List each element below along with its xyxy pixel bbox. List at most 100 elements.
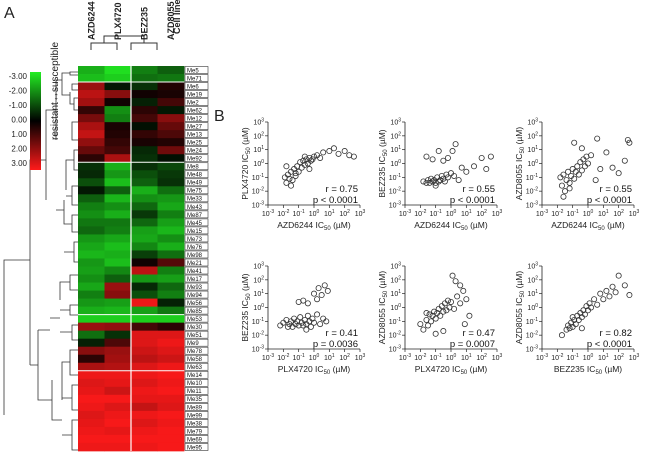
heatmap-cell-Me69-BEZ235 xyxy=(131,434,158,444)
data-point xyxy=(478,154,485,161)
data-point xyxy=(277,322,284,329)
panel-a-label: A xyxy=(4,5,15,22)
cell-line-box xyxy=(184,210,209,219)
data-point xyxy=(314,152,321,159)
cell-line-label: Me14 xyxy=(187,373,203,379)
correlation-r: r = 0.55 xyxy=(463,184,495,195)
heatmap-cell-Me19-AZD6244 xyxy=(78,90,105,99)
data-point xyxy=(580,307,587,314)
cell-line-box xyxy=(184,378,209,387)
heatmap-cell-Me45-PLX4720 xyxy=(104,218,132,227)
data-point xyxy=(565,168,572,175)
heatmap-cell-Me9-BEZ235 xyxy=(131,338,158,348)
heatmap-cell-Me79-BEZ235 xyxy=(131,426,158,436)
heatmap xyxy=(78,66,185,452)
y-tick-label: 100 xyxy=(527,303,538,312)
heatmap-cell-Me2-AZD8055 xyxy=(157,98,185,107)
data-point xyxy=(588,152,595,159)
cell-line-box xyxy=(184,250,209,259)
y-tick-label: 102 xyxy=(253,275,264,284)
p-value: p < 0.0001 xyxy=(313,195,358,206)
heatmap-cell-Me11-PLX4720 xyxy=(104,386,132,396)
legend-tick-label: 1.00 xyxy=(11,130,27,139)
heatmap-cell-Me51-AZD8055 xyxy=(157,330,185,340)
y-tick-label: 10-2 xyxy=(389,187,401,196)
data-point xyxy=(335,150,342,157)
scatter-panel-3: 10-3 10-2 10-1 100 101 102 10310-310-210-11001… xyxy=(514,118,640,233)
correlation-r: r = 0.55 xyxy=(600,184,632,195)
cell-line-box xyxy=(184,354,209,363)
heatmap-cell-Me92-AZD8055 xyxy=(157,154,185,163)
heatmap-cell-Me25-BEZ235 xyxy=(131,138,158,147)
y-tick-label: 103 xyxy=(527,118,538,127)
cell-line-box xyxy=(184,74,209,82)
heatmap-cell-Me99-PLX4720 xyxy=(104,410,132,420)
heatmap-cell-Me94-PLX4720 xyxy=(104,290,132,299)
heatmap-cell-Me78-PLX4720 xyxy=(104,346,132,356)
cell-line-label: Me45 xyxy=(187,221,203,227)
x-axis-label: AZD6244 IC50 (µM) xyxy=(551,220,625,232)
heatmap-cell-Me69-AZD6244 xyxy=(78,434,105,444)
column-dendrogram xyxy=(90,35,158,50)
data-point xyxy=(455,177,462,184)
cell-line-box xyxy=(184,403,209,411)
scatter-panel-1: 10-3 10-2 10-1 100 101 102 10310-310-210-11001… xyxy=(240,118,366,233)
data-point xyxy=(444,154,451,161)
data-point xyxy=(310,153,317,160)
cell-line-label: Me56 xyxy=(187,301,203,307)
cell-line-label: Me78 xyxy=(187,349,203,355)
heatmap-cell-Me15-BEZ235 xyxy=(131,226,158,235)
heatmap-cell-Me58-BEZ235 xyxy=(131,354,158,364)
data-point xyxy=(304,312,311,319)
color-scale-bar xyxy=(30,72,41,170)
data-point xyxy=(621,157,628,164)
heatmap-cell-Me43-PLX4720 xyxy=(104,202,132,211)
x-tick-label: 102 xyxy=(613,209,624,218)
cell-line-label: Me79 xyxy=(187,429,203,435)
data-point xyxy=(283,179,290,186)
y-tick-label: 10-1 xyxy=(389,173,401,182)
heatmap-cell-Me71-BEZ235 xyxy=(131,74,158,83)
heatmap-cell-Me38-PLX4720 xyxy=(104,418,132,428)
heatmap-cell-Me21-PLX4720 xyxy=(104,258,132,267)
x-tick-label: 10-2 xyxy=(414,353,426,362)
x-tick-label: 103 xyxy=(492,209,503,218)
cell-line-box xyxy=(184,98,209,106)
data-point xyxy=(426,179,433,186)
cell-line-box xyxy=(184,122,209,130)
data-point xyxy=(560,193,567,200)
heatmap-cell-Me92-PLX4720 xyxy=(104,154,132,163)
heatmap-cell-Me51-BEZ235 xyxy=(131,330,158,340)
heatmap-cell-Me30-PLX4720 xyxy=(104,322,132,332)
cell-line-label: Me10 xyxy=(187,381,203,387)
cell-line-box xyxy=(184,242,209,251)
heatmap-cell-Me6-BEZ235 xyxy=(131,82,158,91)
legend-tick-label: 2.00 xyxy=(11,145,27,154)
data-point xyxy=(558,332,565,339)
data-point xyxy=(447,170,454,177)
correlation-r: r = 0.75 xyxy=(326,184,358,195)
cell-line-box xyxy=(184,386,209,395)
x-tick-label: 103 xyxy=(355,353,366,362)
data-point xyxy=(571,175,578,182)
y-axis-label: PLX4720 IC50 (µM) xyxy=(240,127,252,200)
cell-line-label: Me53 xyxy=(187,317,203,323)
heatmap-cell-Me89-AZD6244 xyxy=(78,402,105,412)
heatmap-cell-Me89-BEZ235 xyxy=(131,402,158,412)
data-point xyxy=(431,308,438,315)
heatmap-cell-Me95-PLX4720 xyxy=(104,442,132,452)
cell-line-label: Me99 xyxy=(187,413,203,419)
heatmap-cell-Me6-AZD6244 xyxy=(78,82,105,91)
data-point xyxy=(314,296,321,303)
heatmap-cell-Me49-PLX4720 xyxy=(104,178,132,187)
data-point xyxy=(560,171,567,178)
heatmap-cell-Me58-PLX4720 xyxy=(104,354,132,364)
cell-line-box xyxy=(184,346,209,355)
cell-line-label: Me8 xyxy=(187,165,199,171)
heatmap-cell-Me78-AZD6244 xyxy=(78,346,105,356)
cell-line-label: Me30 xyxy=(187,325,203,331)
x-tick-label: 100 xyxy=(446,353,457,362)
heatmap-cell-Me17-PLX4720 xyxy=(104,274,132,283)
cell-line-label: Me93 xyxy=(187,285,203,291)
cell-line-box xyxy=(184,443,209,451)
